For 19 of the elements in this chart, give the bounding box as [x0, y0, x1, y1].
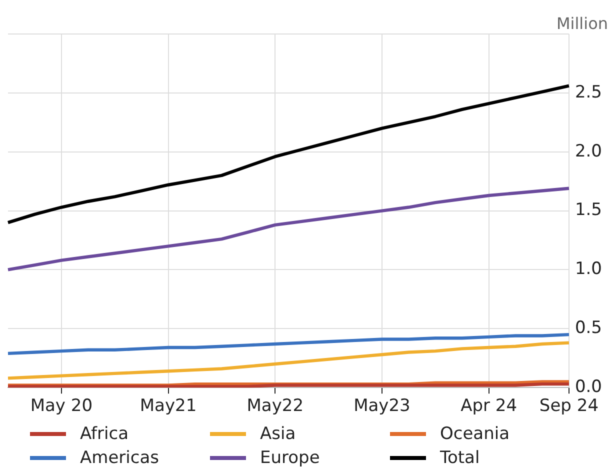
x-tick-label: May23 [354, 396, 410, 416]
legend-label: Total [440, 448, 480, 468]
y-axis-title: Million [556, 14, 608, 33]
legend-label: Asia [260, 424, 296, 444]
x-tick-label: May21 [140, 396, 197, 416]
x-tick-label: May 20 [30, 396, 93, 416]
x-tick-label: Sep 24 [539, 396, 599, 416]
y-tick-label: 2.5 [574, 82, 602, 102]
x-tick-label: May22 [246, 396, 304, 416]
legend-label: Europe [260, 448, 320, 468]
legend-label: Americas [80, 448, 159, 468]
x-tick-label: Apr 24 [460, 396, 518, 416]
y-tick-label: 2.0 [574, 141, 602, 162]
y-tick-label: 0.0 [574, 377, 602, 398]
y-tick-label: 1.5 [574, 200, 602, 220]
y-tick-label: 1.0 [574, 259, 602, 280]
legend-label: Oceania [440, 424, 510, 444]
legend-label: Africa [80, 424, 128, 444]
y-tick-label: 0.5 [574, 318, 602, 338]
